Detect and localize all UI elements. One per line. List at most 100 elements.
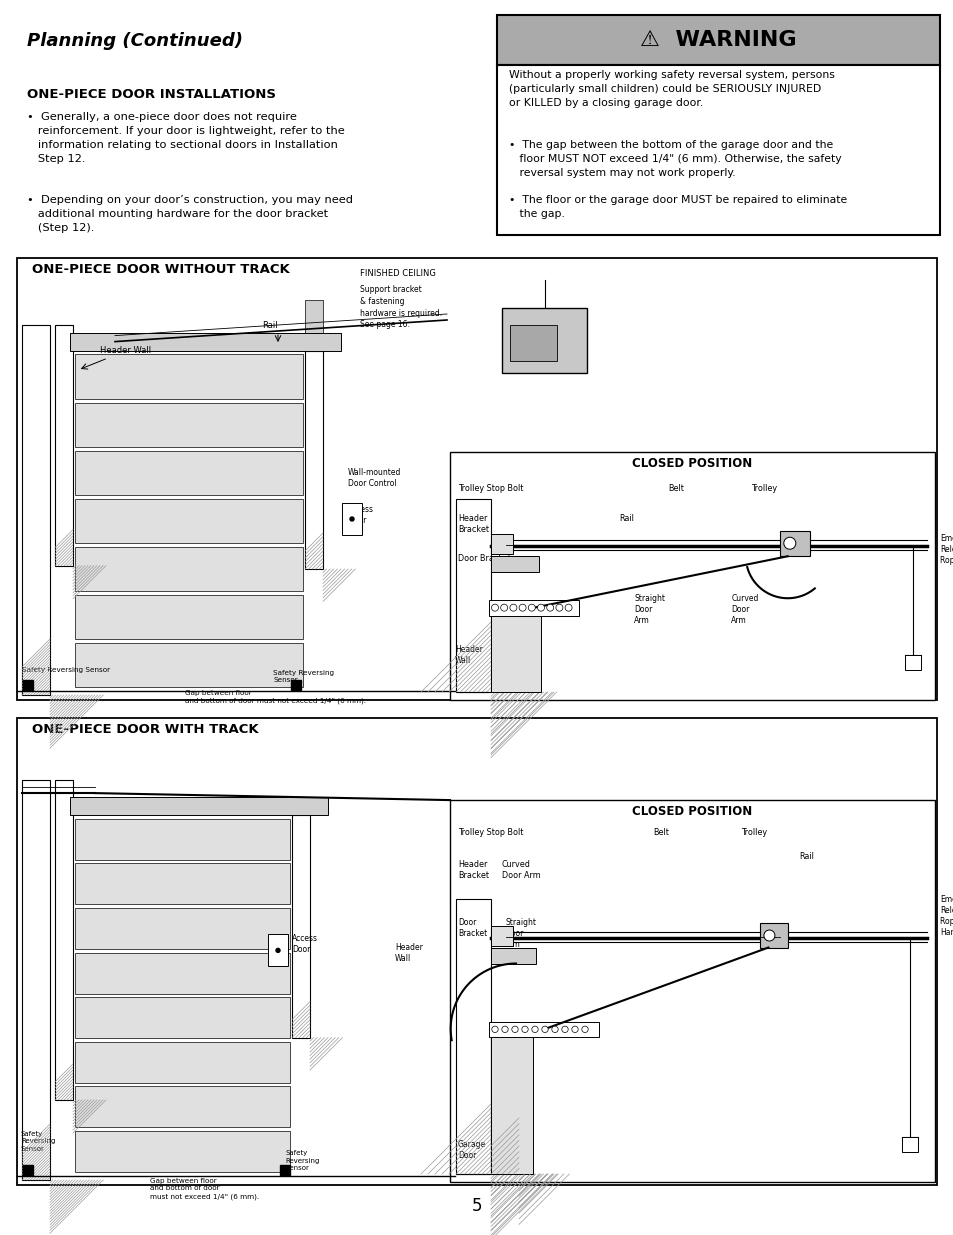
Text: Emergency
Release
Rope & Handle: Emergency Release Rope & Handle — [939, 534, 953, 566]
Bar — [23, 680, 33, 690]
Bar — [75, 1131, 290, 1172]
Text: Trolley: Trolley — [740, 827, 766, 837]
Circle shape — [581, 1026, 588, 1032]
Bar — [22, 325, 50, 695]
Circle shape — [509, 604, 517, 611]
Bar — [75, 642, 303, 687]
Text: Safety
Reversing
Sensor: Safety Reversing Sensor — [21, 1131, 55, 1152]
Bar — [491, 1037, 533, 1174]
Circle shape — [531, 1026, 537, 1032]
Bar — [291, 680, 301, 690]
Bar — [268, 935, 288, 967]
Bar — [75, 863, 290, 904]
Bar — [456, 499, 491, 692]
Circle shape — [541, 1026, 548, 1032]
Text: Trolley: Trolley — [750, 484, 776, 493]
Bar — [491, 925, 513, 946]
Bar — [341, 503, 361, 535]
Bar — [510, 325, 557, 361]
Text: Garage
Door: Garage Door — [504, 676, 533, 695]
Text: Curved
Door Arm: Curved Door Arm — [501, 860, 540, 881]
Text: ONE-PIECE DOOR WITHOUT TRACK: ONE-PIECE DOOR WITHOUT TRACK — [32, 263, 290, 275]
Bar — [491, 556, 538, 572]
Bar — [17, 258, 936, 700]
Bar — [491, 535, 513, 555]
Text: Trolley Stop Bolt: Trolley Stop Bolt — [457, 484, 523, 493]
Circle shape — [518, 604, 525, 611]
Circle shape — [571, 1026, 578, 1032]
Circle shape — [551, 1026, 558, 1032]
Bar — [75, 403, 303, 447]
Bar — [489, 1021, 598, 1037]
Bar — [305, 351, 323, 569]
Text: Safety
Reversing
Sensor: Safety Reversing Sensor — [285, 1150, 319, 1171]
Bar — [760, 923, 787, 947]
Bar — [489, 600, 578, 616]
Bar — [70, 332, 340, 351]
Text: Belt: Belt — [653, 827, 669, 837]
Circle shape — [521, 1026, 528, 1032]
Text: Wall-mounted
Door Control: Wall-mounted Door Control — [348, 468, 401, 488]
Bar — [280, 1165, 290, 1174]
Bar — [23, 1165, 33, 1174]
Circle shape — [546, 604, 553, 611]
Text: Rail: Rail — [619, 514, 634, 522]
Text: CLOSED POSITION: CLOSED POSITION — [632, 457, 752, 471]
Text: Gap between floor
and bottom of door must not exceed 1/4" (6 mm).: Gap between floor and bottom of door mus… — [185, 690, 366, 704]
Bar — [292, 815, 310, 1037]
Text: Rail: Rail — [262, 321, 277, 330]
Text: Header
Bracket: Header Bracket — [457, 860, 489, 881]
Text: Header
Wall: Header Wall — [395, 942, 422, 963]
Bar — [456, 899, 491, 1174]
Bar — [75, 354, 303, 399]
Text: Header
Wall: Header Wall — [455, 645, 482, 666]
Circle shape — [511, 1026, 517, 1032]
Bar — [497, 65, 939, 235]
Text: Header Wall: Header Wall — [100, 346, 151, 354]
Text: ONE-PIECE DOOR WITH TRACK: ONE-PIECE DOOR WITH TRACK — [32, 722, 258, 736]
Text: Belt: Belt — [667, 484, 683, 493]
Bar — [502, 308, 587, 373]
Text: Trolley Stop Bolt: Trolley Stop Bolt — [457, 827, 523, 837]
Bar — [75, 1087, 290, 1128]
Bar — [55, 325, 73, 566]
Text: •  Depending on your door’s construction, you may need
   additional mounting ha: • Depending on your door’s construction,… — [27, 195, 353, 233]
Bar — [450, 452, 934, 700]
Circle shape — [492, 1026, 497, 1032]
Text: Door Bracket: Door Bracket — [457, 555, 511, 563]
Text: Safety Reversing
Sensor: Safety Reversing Sensor — [273, 671, 334, 683]
Bar — [75, 952, 290, 993]
Bar — [22, 779, 50, 1179]
Bar — [450, 800, 934, 1182]
Text: Header
Bracket: Header Bracket — [457, 514, 489, 534]
Text: Emergency
Release
Rope &
Handle: Emergency Release Rope & Handle — [939, 895, 953, 937]
Bar — [75, 908, 290, 948]
Circle shape — [491, 604, 498, 611]
Circle shape — [763, 930, 774, 941]
Text: Straight
Door
Arm: Straight Door Arm — [634, 594, 664, 625]
Text: ONE-PIECE DOOR INSTALLATIONS: ONE-PIECE DOOR INSTALLATIONS — [27, 88, 275, 101]
Bar — [75, 499, 303, 543]
Circle shape — [556, 604, 562, 611]
Text: Access
Door: Access Door — [292, 935, 317, 955]
Bar — [901, 1137, 917, 1152]
Text: Safety Reversing Sensor: Safety Reversing Sensor — [22, 667, 110, 673]
Text: Straight
Door
Arm: Straight Door Arm — [504, 918, 536, 950]
Text: FINISHED CEILING: FINISHED CEILING — [359, 269, 436, 278]
Circle shape — [783, 537, 795, 550]
Bar — [305, 300, 323, 351]
Bar — [75, 547, 303, 590]
Bar — [75, 997, 290, 1039]
Text: •  Generally, a one-piece door does not require
   reinforcement. If your door i: • Generally, a one-piece door does not r… — [27, 112, 344, 164]
Text: Door
Bracket: Door Bracket — [457, 918, 487, 939]
Circle shape — [528, 604, 535, 611]
Bar — [17, 718, 936, 1186]
Circle shape — [564, 604, 572, 611]
Text: CLOSED POSITION: CLOSED POSITION — [632, 805, 752, 818]
Bar — [779, 531, 809, 556]
Circle shape — [537, 604, 544, 611]
Bar — [491, 947, 536, 963]
Bar — [75, 1042, 290, 1083]
Bar — [491, 616, 540, 692]
Text: Rail: Rail — [799, 852, 813, 861]
